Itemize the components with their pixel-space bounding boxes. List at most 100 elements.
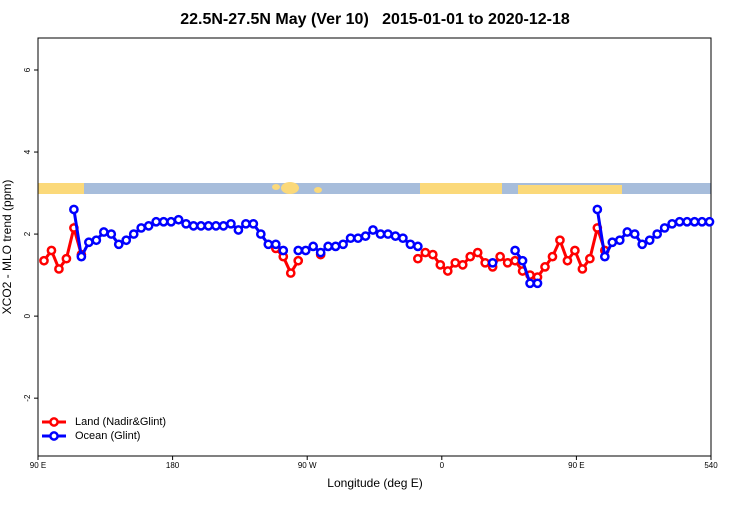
data-point (390, 231, 401, 241)
data-point (315, 247, 326, 258)
data-point (435, 259, 446, 270)
x-tick-label: 180 (166, 461, 180, 470)
data-point (697, 216, 707, 227)
data-point (69, 204, 79, 215)
data-point (510, 245, 520, 256)
data-point (98, 227, 109, 237)
data-point (405, 239, 416, 250)
data-point (450, 257, 461, 268)
data-point (226, 218, 236, 229)
data-point (218, 221, 229, 231)
data-point (203, 221, 214, 231)
data-point (233, 225, 244, 235)
data-point (91, 235, 102, 246)
data-point (353, 233, 363, 244)
y-tick-label: 2 (23, 231, 32, 236)
data-point (585, 253, 595, 264)
data-point (442, 266, 453, 276)
data-point (76, 251, 87, 262)
data-point (293, 255, 304, 266)
data-point (83, 237, 94, 248)
data-point (547, 251, 558, 262)
data-point (659, 223, 670, 233)
data-point (689, 216, 700, 227)
map-strip (38, 182, 711, 194)
data-point (413, 253, 423, 264)
data-point (166, 216, 176, 227)
data-point (629, 229, 640, 239)
data-point (113, 239, 124, 250)
data-point (682, 216, 692, 227)
data-point (54, 264, 64, 274)
legend-label: Ocean (Glint) (75, 430, 140, 442)
data-point (188, 221, 199, 231)
data-point (502, 257, 513, 268)
data-point (121, 235, 132, 246)
data-point (330, 241, 341, 252)
data-point (360, 231, 371, 241)
data-point (143, 221, 154, 231)
data-point (413, 241, 423, 252)
data-point (487, 257, 498, 268)
data-point (427, 249, 438, 260)
data-point (338, 239, 348, 250)
x-tick-label: 0 (440, 461, 445, 470)
data-point (540, 262, 550, 272)
data-point (517, 255, 528, 266)
data-point (562, 255, 573, 266)
data-point (570, 245, 580, 256)
data-point (248, 218, 259, 229)
data-point (368, 225, 378, 235)
data-point (644, 235, 655, 246)
data-point (106, 229, 117, 239)
data-point (607, 237, 618, 248)
data-point (532, 278, 543, 289)
data-point (241, 218, 251, 229)
x-tick-label: 90 E (30, 461, 46, 470)
x-axis-label: Longitude (deg E) (327, 476, 422, 490)
data-point (555, 235, 565, 246)
legend-label: Land (Nadir&Glint) (75, 416, 166, 428)
x-tick-label: 90 E (568, 461, 584, 470)
legend-marker (49, 417, 59, 427)
data-point (293, 245, 304, 256)
data-point (420, 247, 431, 258)
data-point (278, 245, 289, 256)
data-point (592, 204, 603, 215)
data-point (622, 227, 633, 237)
data-point (510, 255, 520, 266)
data-point (457, 259, 468, 270)
y-tick-label: -2 (23, 394, 32, 402)
data-point (323, 241, 333, 252)
data-point (158, 216, 169, 227)
legend-marker (49, 431, 59, 441)
data-point (300, 245, 311, 256)
data-point (136, 223, 147, 233)
data-point (181, 218, 191, 229)
data-point (375, 229, 386, 239)
data-point (480, 257, 491, 268)
data-point (270, 239, 281, 250)
plot-frame (37, 37, 712, 457)
data-point (211, 221, 221, 231)
y-tick-label: 6 (23, 67, 32, 72)
data-point (345, 233, 356, 244)
data-point (704, 216, 715, 227)
data-point (599, 251, 610, 262)
data-point (263, 239, 274, 250)
data-point (383, 229, 393, 239)
data-point (674, 216, 685, 227)
data-point (652, 229, 663, 239)
data-point (308, 241, 319, 252)
data-point (637, 239, 648, 250)
y-tick-label: 0 (23, 313, 32, 318)
series (69, 204, 715, 289)
y-tick-label: 4 (23, 149, 32, 154)
data-point (465, 251, 476, 262)
data-point (525, 278, 535, 289)
data-point (128, 229, 139, 239)
y-axis-label: XCO2 - MLO trend (ppm) (0, 180, 14, 315)
data-point (255, 229, 266, 239)
data-point (285, 268, 296, 278)
